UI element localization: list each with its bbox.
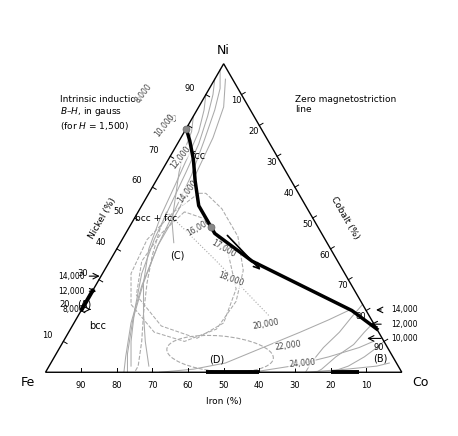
Text: 10,000: 10,000 <box>391 334 418 343</box>
Text: 20,000: 20,000 <box>252 318 280 331</box>
Text: 60: 60 <box>320 251 330 259</box>
Text: 60: 60 <box>183 381 193 390</box>
Text: 40: 40 <box>254 381 265 390</box>
Text: Ni: Ni <box>217 44 230 57</box>
Text: Co: Co <box>413 376 429 389</box>
Text: bcc + fcc: bcc + fcc <box>135 214 177 222</box>
Text: (C): (C) <box>170 250 185 260</box>
Text: 70: 70 <box>338 282 348 290</box>
Text: 24,000: 24,000 <box>289 358 316 369</box>
Text: fcc: fcc <box>191 151 206 161</box>
Text: 20: 20 <box>60 300 71 309</box>
Text: 30: 30 <box>77 269 88 278</box>
Text: 60: 60 <box>131 177 142 185</box>
Text: bcc: bcc <box>89 321 106 331</box>
Text: 12,000: 12,000 <box>391 320 418 329</box>
Text: 16,000: 16,000 <box>185 217 213 238</box>
Text: 70: 70 <box>149 146 159 154</box>
Text: 30: 30 <box>289 381 300 390</box>
Text: 18,000: 18,000 <box>217 271 245 289</box>
Text: 40: 40 <box>284 189 294 198</box>
Text: 50: 50 <box>302 220 312 229</box>
Text: Fe: Fe <box>21 376 35 389</box>
Text: 10: 10 <box>42 330 53 340</box>
Text: 17,000: 17,000 <box>210 238 237 259</box>
Text: 22,000: 22,000 <box>274 340 301 352</box>
Text: Nickel (%): Nickel (%) <box>87 196 118 240</box>
Text: (A): (A) <box>77 300 92 310</box>
Text: 14,000: 14,000 <box>391 306 418 314</box>
Text: 90: 90 <box>76 381 87 390</box>
Text: 10: 10 <box>231 96 241 106</box>
Text: 20: 20 <box>325 381 336 390</box>
Text: 80: 80 <box>167 115 177 124</box>
Text: 12,000: 12,000 <box>169 145 193 171</box>
Text: 14,000: 14,000 <box>176 178 200 205</box>
Text: 50: 50 <box>218 381 229 390</box>
Text: 40: 40 <box>95 238 106 247</box>
Text: 20: 20 <box>249 127 259 136</box>
Text: 30: 30 <box>266 158 277 167</box>
Text: 14,000: 14,000 <box>58 272 85 281</box>
Text: 10,000: 10,000 <box>153 112 177 139</box>
Text: 50: 50 <box>113 207 124 216</box>
Text: Iron (%): Iron (%) <box>206 397 241 406</box>
Text: Cobalt (%): Cobalt (%) <box>329 195 360 241</box>
Text: 10: 10 <box>361 381 371 390</box>
Text: (B): (B) <box>373 354 387 364</box>
Text: 8,000: 8,000 <box>133 82 154 104</box>
Text: 8,000: 8,000 <box>63 305 85 314</box>
Text: Intrinsic induction
$B$–$H$, in gauss
(for $H$ = 1,500): Intrinsic induction $B$–$H$, in gauss (f… <box>60 95 142 132</box>
Text: 12,000: 12,000 <box>58 287 85 296</box>
Text: 90: 90 <box>185 84 195 93</box>
Text: 90: 90 <box>373 343 384 352</box>
Text: 70: 70 <box>147 381 158 390</box>
Text: (D): (D) <box>209 355 224 365</box>
Text: 80: 80 <box>355 312 366 321</box>
Text: 80: 80 <box>111 381 122 390</box>
Text: Zero magnetostriction
line: Zero magnetostriction line <box>295 95 396 114</box>
